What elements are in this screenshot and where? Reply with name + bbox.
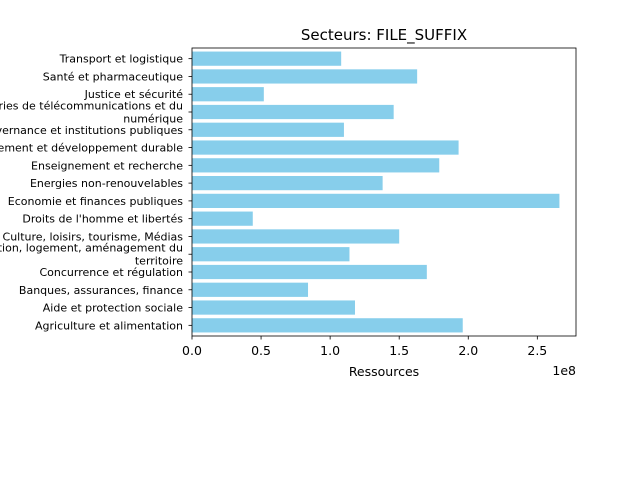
y-tick-label: Environnement et développement durable xyxy=(0,142,183,155)
bar xyxy=(192,69,418,84)
y-tick-label: Energies non-renouvelables xyxy=(30,177,183,190)
bar xyxy=(192,229,400,244)
x-tick-label: 1.5 xyxy=(389,343,409,358)
y-tick-label: Culture, loisirs, tourisme, Médias xyxy=(3,230,184,243)
bars-group xyxy=(192,51,560,333)
bar xyxy=(192,140,459,155)
x-tick-label: 2.5 xyxy=(527,343,547,358)
plot-frame xyxy=(191,47,577,337)
y-tick-label: Droits de l'homme et libertés xyxy=(22,213,183,226)
y-tick-label: Economie et finances publiques xyxy=(8,195,183,208)
x-axis: 0.0 0.5 1.0 1.5 2.0 2.5 xyxy=(182,336,547,358)
x-tick-label: 2.0 xyxy=(458,343,478,358)
bar xyxy=(192,264,427,280)
y-tick-label: Agriculture et alimentation xyxy=(35,319,183,332)
y-tick-label: Enseignement et recherche xyxy=(31,159,183,172)
x-axis-scale-label: 1e8 xyxy=(552,363,576,378)
x-axis-label: Ressources xyxy=(349,364,419,379)
bar xyxy=(192,282,309,297)
x-tick-label: 1.0 xyxy=(320,343,340,358)
bar xyxy=(192,158,440,173)
y-tick-label: Concurrence et régulation xyxy=(39,266,183,279)
y-tick-label: Aide et protection sociale xyxy=(43,302,183,315)
y-tick-label: Gouvernance et institutions publiques xyxy=(0,124,183,137)
bar xyxy=(192,51,342,66)
y-tick-label: Industries de télécommunications et dunu… xyxy=(0,100,183,126)
bar xyxy=(192,87,264,102)
y-tick-label: Justice et sécurité xyxy=(84,88,184,101)
bar xyxy=(192,300,355,315)
bar xyxy=(192,104,394,120)
x-tick-label: 0.0 xyxy=(182,343,202,358)
bar xyxy=(192,122,344,137)
bar xyxy=(192,211,253,226)
bar xyxy=(192,247,350,262)
y-axis: Agriculture et alimentation Aide et prote… xyxy=(0,53,192,332)
bar xyxy=(192,193,560,208)
x-tick-label: 0.5 xyxy=(251,343,271,358)
y-tick-label: Banques, assurances, finance xyxy=(19,284,183,297)
bar xyxy=(192,176,383,191)
y-tick-label: Construction, logement, aménagement dute… xyxy=(0,242,183,268)
y-tick-label: Santé et pharmaceutique xyxy=(43,70,183,83)
bar xyxy=(192,318,463,333)
chart-title: Secteurs: FILE_SUFFIX xyxy=(301,26,467,45)
y-tick-label: Transport et logistique xyxy=(59,53,184,66)
